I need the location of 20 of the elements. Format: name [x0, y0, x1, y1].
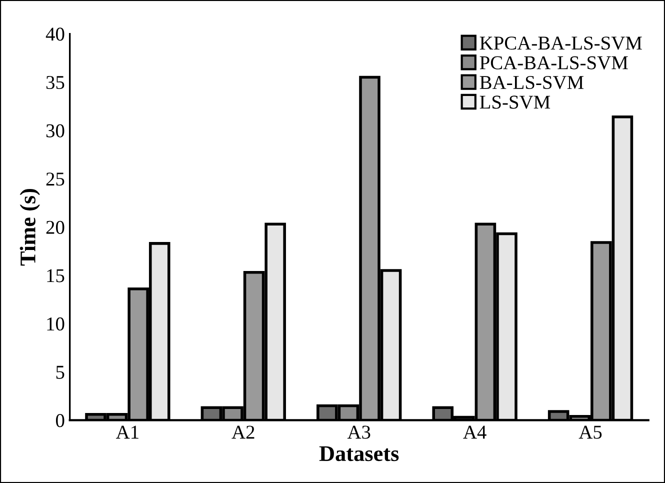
y-tick-label: 15 — [47, 269, 64, 282]
y-tick-label: 5 — [56, 366, 64, 379]
y-tick-label: 40 — [46, 28, 64, 41]
y-tick-label: 20 — [46, 220, 64, 234]
x-tick-label: A2 — [232, 426, 254, 439]
x-tick-label: A4 — [463, 426, 486, 439]
x-tick-label: A1 — [116, 426, 138, 439]
x-tick-label: A5 — [578, 426, 602, 439]
legend-label: LS-SVM — [480, 96, 550, 109]
y-tick-label: 30 — [46, 124, 64, 138]
y-axis-title: Time (s) — [20, 188, 40, 266]
legend-label: KPCA-BA-LS-SVM — [480, 36, 642, 50]
x-axis-title: Datasets — [319, 446, 399, 462]
y-tick-label: 10 — [47, 317, 64, 331]
y-tick-label: 35 — [46, 76, 64, 90]
y-tick-label: 25 — [46, 172, 64, 186]
legend-label: BA-LS-SVM — [480, 76, 584, 90]
legend-label: PCA-BA-LS-SVM — [480, 56, 628, 70]
y-tick-label: 0 — [56, 414, 64, 428]
x-tick-label: A3 — [347, 426, 370, 439]
